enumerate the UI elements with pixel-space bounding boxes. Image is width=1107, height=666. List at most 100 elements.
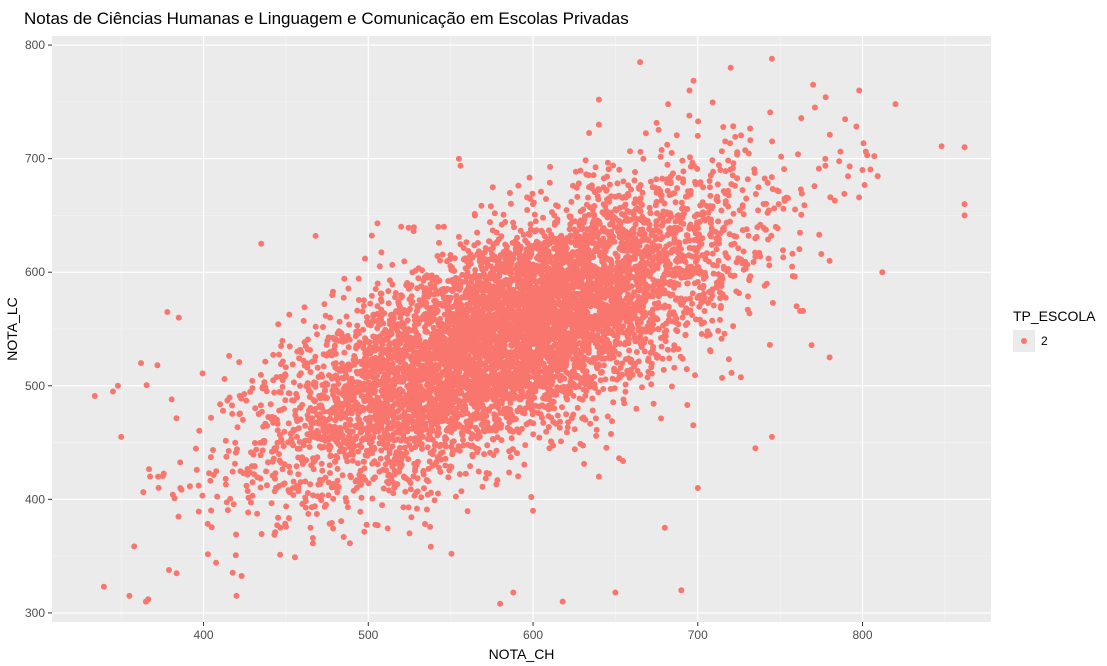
data-point xyxy=(223,453,230,460)
data-point xyxy=(418,432,425,439)
data-point xyxy=(528,494,535,500)
data-point xyxy=(710,270,717,277)
data-point xyxy=(446,424,453,430)
data-point xyxy=(574,290,581,297)
data-point xyxy=(676,241,683,247)
data-point xyxy=(607,386,614,392)
data-point xyxy=(347,472,354,479)
data-point xyxy=(279,337,286,344)
data-point xyxy=(356,388,363,395)
data-point xyxy=(324,395,331,401)
data-point xyxy=(257,475,264,482)
data-point xyxy=(286,311,293,318)
data-point xyxy=(395,408,401,414)
data-point xyxy=(297,479,304,486)
data-point xyxy=(206,470,213,477)
data-point xyxy=(668,213,675,220)
data-point xyxy=(338,518,345,525)
data-point xyxy=(761,175,768,182)
data-point xyxy=(574,404,581,411)
data-point xyxy=(730,210,737,217)
data-point xyxy=(226,352,233,359)
data-point xyxy=(196,427,203,434)
data-point xyxy=(836,158,843,165)
data-point xyxy=(755,184,762,191)
data-point xyxy=(750,259,757,265)
data-point xyxy=(588,273,595,280)
data-point xyxy=(489,251,495,257)
data-point xyxy=(725,203,732,210)
data-point xyxy=(455,233,462,240)
data-point xyxy=(842,116,849,123)
data-point xyxy=(160,470,167,477)
data-point xyxy=(394,327,401,334)
data-point xyxy=(613,359,620,366)
data-point xyxy=(632,221,639,228)
data-point xyxy=(699,285,706,291)
data-point xyxy=(474,229,481,236)
data-point xyxy=(527,221,534,228)
data-point xyxy=(222,475,229,482)
data-point xyxy=(406,307,413,314)
data-point xyxy=(478,202,485,209)
data-point xyxy=(668,383,675,390)
data-point xyxy=(283,503,290,510)
data-point xyxy=(233,531,240,538)
data-point xyxy=(531,211,538,218)
data-point xyxy=(633,268,640,275)
data-point xyxy=(538,271,545,278)
data-point xyxy=(270,455,277,462)
data-point xyxy=(380,485,387,492)
data-point xyxy=(587,420,594,427)
data-point xyxy=(720,124,727,130)
data-point xyxy=(332,481,339,487)
data-point xyxy=(580,386,587,393)
data-point xyxy=(671,190,678,197)
data-point xyxy=(223,499,230,506)
data-point xyxy=(207,477,214,484)
data-point xyxy=(434,253,441,259)
data-point xyxy=(352,355,358,362)
data-point xyxy=(653,119,660,126)
data-point xyxy=(365,339,372,346)
data-point xyxy=(300,442,307,449)
data-point xyxy=(334,489,341,496)
data-point xyxy=(606,181,613,188)
data-point xyxy=(745,150,752,157)
data-point xyxy=(714,284,720,291)
data-point xyxy=(195,482,202,489)
data-point xyxy=(697,179,704,186)
data-point xyxy=(797,229,803,236)
data-point xyxy=(540,214,546,221)
data-point xyxy=(399,388,406,395)
data-point xyxy=(631,200,638,207)
data-point xyxy=(305,510,312,517)
data-point xyxy=(293,390,300,397)
data-point xyxy=(394,481,401,488)
data-point xyxy=(239,416,246,423)
data-point xyxy=(366,358,373,364)
data-point xyxy=(199,492,206,499)
data-point xyxy=(338,360,345,367)
data-point xyxy=(238,573,245,579)
data-point xyxy=(762,226,769,233)
data-point xyxy=(302,422,309,429)
data-point xyxy=(778,153,785,160)
data-point xyxy=(491,210,498,217)
data-point xyxy=(454,275,461,282)
data-point xyxy=(243,482,250,489)
data-point xyxy=(698,331,705,337)
data-point xyxy=(277,551,284,558)
data-point xyxy=(432,416,439,423)
data-point xyxy=(520,231,527,238)
data-point xyxy=(733,288,740,295)
data-point xyxy=(372,286,379,292)
data-point xyxy=(456,471,463,478)
data-point xyxy=(448,550,455,557)
data-point xyxy=(798,190,805,197)
data-point xyxy=(684,402,691,408)
data-point xyxy=(530,431,537,438)
data-point xyxy=(460,256,467,263)
data-point xyxy=(208,414,214,421)
data-point xyxy=(376,468,383,475)
